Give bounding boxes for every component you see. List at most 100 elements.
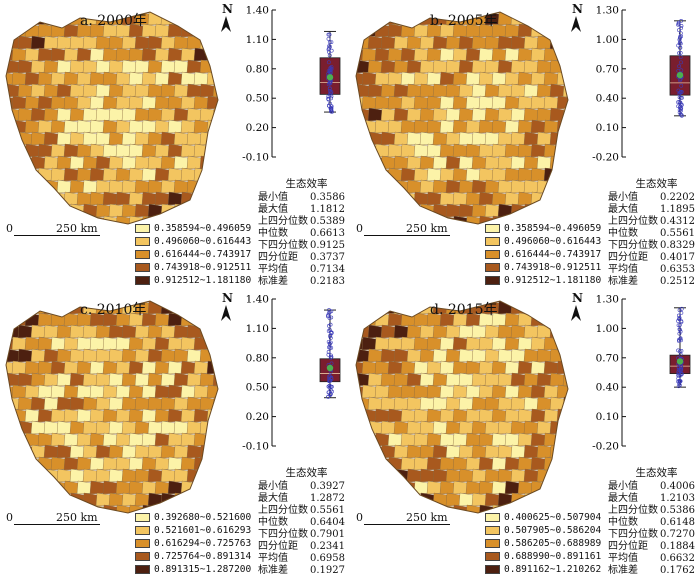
county-polygon	[576, 84, 590, 97]
stats-value: 0.6613	[310, 228, 345, 239]
county-polygon	[11, 12, 29, 14]
legend-item: 0.616294~0.725763	[135, 537, 251, 550]
county-polygon	[356, 155, 372, 170]
stats-label: 最小值	[608, 192, 638, 203]
county-polygon	[570, 96, 586, 109]
legend-label: 0.521601~0.616293	[154, 525, 252, 536]
stats-value: 0.6958	[310, 553, 345, 564]
county-polygon	[6, 23, 16, 38]
stats-value: 0.2512	[660, 276, 695, 287]
county-polygon	[459, 228, 475, 232]
county-polygon	[37, 215, 55, 224]
county-polygon	[233, 192, 240, 205]
county-polygon	[356, 167, 366, 182]
axis-tick-label: 1.40	[246, 5, 269, 17]
stats-value: 0.3737	[310, 252, 345, 263]
data-point	[327, 32, 332, 37]
county-polygon	[11, 504, 29, 513]
data-point	[326, 103, 331, 108]
legend-label: 0.507905~0.586204	[504, 525, 602, 536]
county-polygon	[31, 517, 47, 521]
legend-label: 0.392680~0.521600	[154, 512, 252, 523]
county-polygon	[180, 301, 198, 303]
stats-value: 1.1812	[310, 204, 345, 215]
county-polygon	[226, 421, 240, 434]
county-polygon	[549, 301, 567, 315]
county-polygon	[24, 456, 42, 471]
stats-row: 四分位距 0.3737	[258, 252, 345, 264]
choropleth-map	[5, 300, 240, 521]
county-polygon	[193, 432, 211, 447]
data-point	[677, 37, 682, 42]
county-polygon	[356, 203, 372, 218]
stats-title: 生态效率	[635, 178, 678, 190]
data-point	[679, 34, 684, 39]
county-polygon	[549, 203, 567, 218]
data-point	[326, 329, 331, 333]
map-title: b. 2005年	[430, 13, 498, 29]
choropleth-map	[5, 11, 240, 225]
county-polygon	[63, 301, 81, 303]
scale-line	[364, 235, 450, 236]
data-point	[676, 384, 681, 389]
county-polygon	[583, 361, 590, 374]
data-point	[326, 313, 330, 318]
county-polygon	[583, 457, 590, 470]
county-polygon	[212, 179, 218, 194]
county-polygon	[233, 144, 240, 157]
county-polygon	[413, 301, 431, 303]
county-polygon	[361, 432, 379, 447]
data-point	[328, 89, 332, 93]
data-point	[678, 45, 683, 50]
legend-label: 0.743918~0.912511	[504, 262, 602, 273]
stats-row: 标准差 0.1762	[608, 565, 695, 577]
data-point	[327, 345, 332, 350]
county-polygon	[43, 301, 61, 315]
axis-tick-label: 0.20	[246, 122, 269, 134]
stats-title: 生态效率	[285, 178, 328, 190]
data-point	[328, 336, 333, 340]
data-point	[677, 349, 682, 354]
data-point	[676, 365, 681, 370]
county-polygon	[11, 301, 29, 303]
county-polygon	[6, 131, 22, 146]
county-polygon	[583, 24, 590, 37]
county-polygon	[517, 12, 535, 14]
county-polygon	[381, 228, 397, 232]
county-polygon	[570, 337, 586, 350]
data-point	[676, 100, 681, 105]
data-point	[327, 376, 331, 381]
county-polygon	[212, 348, 218, 363]
county-polygon	[556, 47, 568, 62]
county-polygon	[226, 325, 240, 338]
county-polygon	[374, 301, 392, 303]
axis-tick-label: 0.10	[596, 411, 619, 423]
data-point	[326, 352, 331, 357]
data-point	[328, 106, 333, 111]
axis-tick-label: 1.00	[596, 323, 619, 335]
county-polygon	[167, 301, 185, 303]
legend-label: 0.912512~1.181180	[154, 275, 252, 286]
mean-marker	[676, 358, 684, 365]
stats-row: 中位数 0.6148	[608, 517, 695, 529]
county-polygon	[374, 167, 392, 182]
county-polygon	[583, 192, 590, 205]
legend-swatch	[485, 513, 500, 522]
county-polygon	[212, 324, 218, 339]
legend-item: 0.616444~0.743917	[135, 248, 251, 261]
county-polygon	[356, 492, 372, 507]
county-polygon	[233, 48, 240, 61]
county-polygon	[233, 168, 240, 181]
county-polygon	[6, 420, 22, 435]
stats-label: 最小值	[258, 481, 288, 492]
legend-item: 0.891162~1.210262	[485, 563, 601, 576]
county-polygon	[562, 468, 568, 483]
legend-label: 0.616294~0.725763	[154, 538, 252, 549]
county-polygon	[576, 469, 590, 482]
legend-item: 0.743918~0.912511	[135, 261, 251, 274]
county-polygon	[452, 504, 470, 513]
county-polygon	[374, 456, 392, 471]
county-polygon	[583, 409, 590, 422]
stats-row: 最大值 1.1895	[608, 204, 695, 216]
county-polygon	[356, 468, 372, 483]
